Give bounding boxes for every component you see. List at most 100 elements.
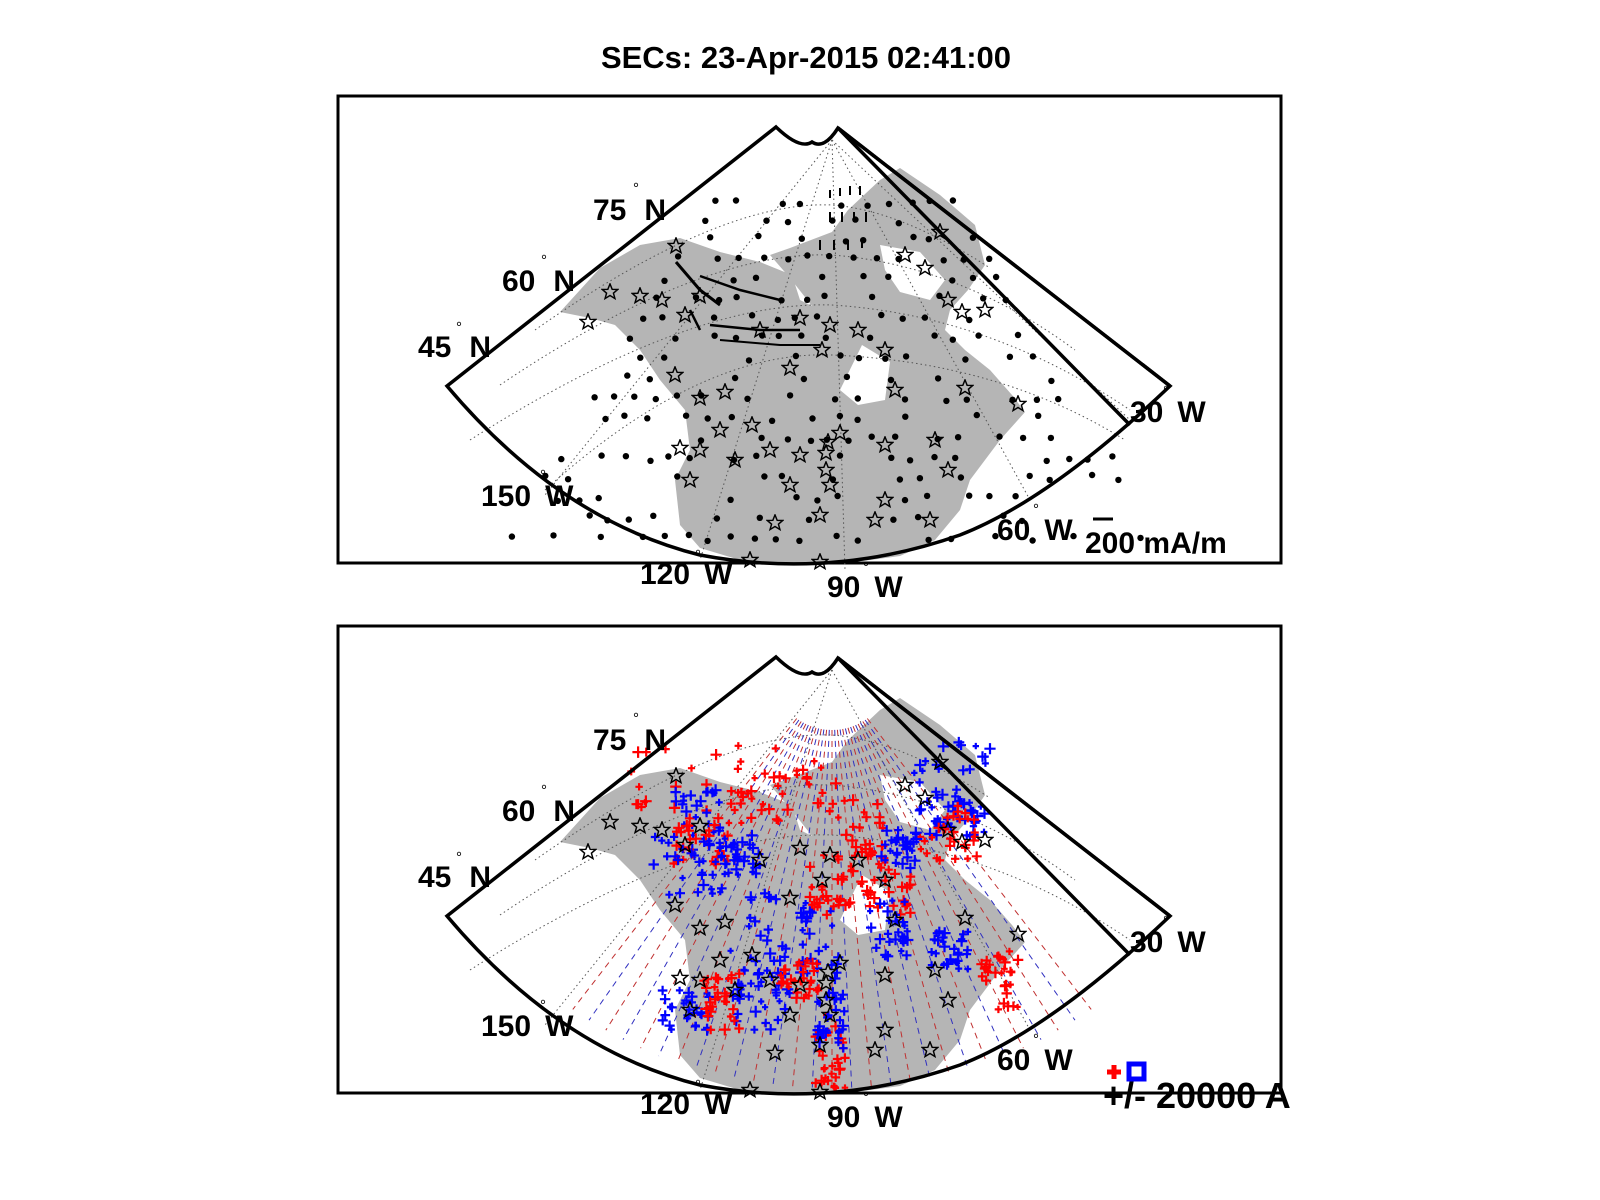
lon-degree-mark: ° — [1033, 1031, 1039, 1048]
land-mass — [560, 698, 1025, 1095]
lat-degree-mark: ° — [456, 849, 462, 866]
current-marker — [766, 893, 776, 903]
current-marker — [867, 908, 874, 915]
current-marker — [702, 808, 712, 818]
lon-label-90: 90 W — [827, 1101, 903, 1134]
current-marker — [822, 943, 830, 951]
meridian-dash — [862, 721, 1059, 1031]
grid-point — [1047, 434, 1055, 442]
current-marker — [763, 803, 775, 815]
current-marker — [882, 906, 893, 917]
grid-point — [895, 220, 902, 227]
station-star — [953, 303, 971, 320]
current-marker — [981, 759, 989, 767]
current-marker — [955, 814, 965, 824]
current-marker — [744, 891, 757, 904]
current-marker — [905, 871, 916, 882]
current-marker — [984, 743, 996, 755]
current-marker — [692, 814, 699, 821]
current-marker — [839, 1006, 849, 1016]
current-marker — [883, 886, 895, 898]
current-marker — [829, 902, 838, 911]
lat-label-60: 60 N — [502, 795, 575, 828]
current-marker — [680, 805, 693, 818]
current-marker — [807, 957, 819, 969]
current-marker — [764, 947, 777, 960]
current-marker — [917, 845, 925, 853]
grid-point — [957, 474, 965, 481]
current-marker — [949, 811, 958, 821]
current-vector — [829, 186, 861, 198]
current-marker — [805, 781, 813, 788]
current-marker — [725, 819, 733, 827]
current-marker — [928, 834, 936, 841]
grid-point — [682, 412, 690, 419]
current-marker — [700, 829, 712, 841]
current-marker — [847, 865, 859, 877]
lon-label-90: 90 W — [827, 571, 903, 604]
current-marker — [820, 890, 833, 902]
current-marker — [881, 953, 889, 961]
current-marker — [884, 865, 893, 874]
current-marker — [658, 837, 666, 845]
current-marker — [928, 804, 936, 811]
current-marker — [804, 906, 816, 917]
current-marker — [777, 972, 784, 979]
grid-point — [1012, 493, 1019, 500]
lon-degree-mark: ° — [540, 467, 546, 484]
grid-point — [992, 273, 1000, 281]
current-marker — [751, 775, 758, 782]
current-marker — [945, 954, 956, 965]
grid-point — [804, 296, 811, 303]
grid-point — [963, 396, 970, 403]
current-marker — [713, 993, 722, 1002]
grid-point — [772, 536, 779, 543]
current-marker — [1000, 956, 1008, 963]
grid-point — [1070, 532, 1077, 540]
grid-point — [711, 332, 718, 339]
current-marker — [958, 765, 969, 776]
lat-degree-mark: ° — [633, 180, 639, 197]
current-vector — [829, 212, 867, 222]
white-bay — [840, 345, 890, 405]
grid-point — [836, 452, 844, 459]
current-marker — [840, 797, 849, 805]
current-marker — [749, 1005, 762, 1018]
current-marker — [814, 897, 825, 909]
grid-point — [712, 197, 719, 204]
current-marker — [952, 948, 964, 961]
current-marker — [1002, 1000, 1014, 1012]
grid-point — [949, 336, 956, 343]
grid-point — [714, 255, 721, 262]
current-marker — [779, 965, 789, 975]
current-marker — [734, 968, 744, 979]
grid-point — [899, 315, 906, 322]
longitude-labels: ° 150 W ° 120 W ° 90 W ° 60 W ° 30 W — [481, 913, 1206, 1134]
grid-point — [796, 200, 804, 208]
latitude-labels: ° 75 N ° 60 N ° 45 N — [418, 180, 666, 364]
current-marker — [876, 850, 888, 862]
current-marker — [964, 855, 972, 863]
current-marker — [740, 966, 749, 975]
grid-point — [775, 332, 782, 340]
grid-point — [800, 375, 808, 383]
grid-point — [910, 233, 917, 241]
grid-point — [753, 452, 760, 459]
latitude-line — [534, 204, 991, 331]
current-marker — [800, 904, 807, 912]
current-marker — [929, 934, 940, 945]
current-marker — [716, 843, 724, 851]
current-marker — [777, 941, 788, 952]
current-marker — [762, 935, 773, 946]
map-boundary-edge — [836, 656, 1132, 957]
current-marker — [673, 822, 685, 834]
current-marker — [785, 974, 797, 985]
grid-point — [836, 412, 844, 420]
grid-point — [986, 255, 993, 262]
current-marker — [804, 891, 816, 903]
grid-point — [925, 536, 932, 544]
current-marker — [725, 841, 737, 853]
current-marker — [899, 933, 909, 943]
current-marker — [828, 799, 838, 809]
current-marker — [952, 785, 961, 795]
